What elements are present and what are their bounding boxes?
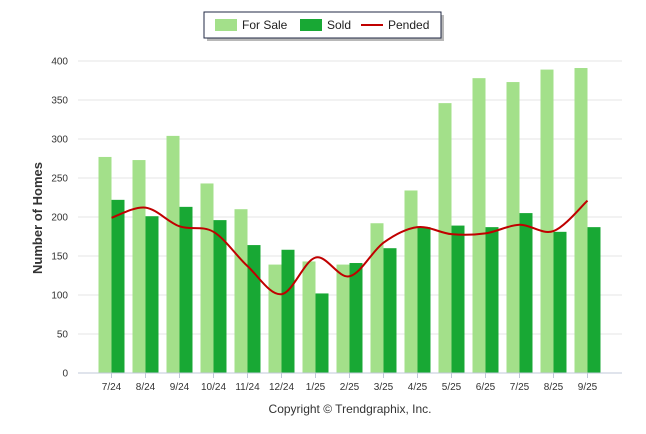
bar-sold [587, 227, 601, 373]
bar-sold [315, 293, 329, 373]
bar-sold [485, 227, 499, 373]
bar-sold [281, 249, 295, 373]
x-tick-label: 8/24 [136, 382, 156, 393]
y-tick-label: 300 [51, 135, 68, 146]
bar-for-sale [540, 69, 554, 373]
legend: For Sale Sold Pended [203, 11, 444, 41]
y-tick-label: 200 [51, 213, 68, 224]
x-tick-label: 10/24 [201, 382, 226, 393]
bar-sold [451, 225, 465, 373]
legend-frame [203, 11, 442, 39]
y-tick-label: 250 [51, 174, 68, 185]
x-tick-label: 7/25 [510, 382, 530, 393]
bar-for-sale [438, 103, 452, 374]
bar-layer [98, 68, 601, 374]
bar-for-sale [506, 82, 520, 373]
x-tick-label: 9/24 [170, 382, 190, 393]
bar-for-sale [132, 160, 146, 373]
x-tick-label: 12/24 [269, 382, 294, 393]
y-tick-label: 0 [62, 369, 68, 380]
bar-sold [247, 245, 261, 373]
bar-sold [145, 216, 159, 373]
bar-sold [519, 213, 533, 373]
bar-sold [383, 248, 397, 373]
x-tick-label: 4/25 [408, 382, 428, 393]
x-tick-label: 3/25 [374, 382, 394, 393]
legend-label-for-sale: For Sale [242, 18, 288, 32]
line-layer [111, 199, 589, 296]
bar-for-sale [234, 209, 248, 373]
y-tick-label: 150 [51, 252, 68, 263]
bar-sold [111, 199, 125, 373]
y-tick-label: 50 [57, 330, 69, 341]
x-tick-label: 1/25 [306, 382, 326, 393]
x-tick-label: 5/25 [442, 382, 462, 393]
bar-for-sale [166, 135, 180, 373]
bar-for-sale [336, 264, 350, 373]
x-tick-label: 11/24 [235, 382, 260, 393]
legend-label-pended: Pended [388, 18, 429, 32]
bar-sold [179, 206, 193, 373]
x-tick-label: 2/25 [340, 382, 360, 393]
legend-swatch-for-sale [215, 19, 237, 31]
x-tick-label: 6/25 [476, 382, 496, 393]
legend-swatch-sold [300, 19, 322, 31]
bar-for-sale [574, 68, 588, 374]
x-tick-label: 9/25 [578, 382, 598, 393]
y-tick-label: 350 [51, 96, 68, 107]
legend-label-sold: Sold [327, 18, 351, 32]
bar-for-sale [98, 156, 112, 373]
bar-for-sale [268, 264, 282, 373]
bar-for-sale [370, 223, 384, 373]
bar-for-sale [404, 190, 418, 373]
bar-sold [417, 227, 431, 373]
y-tick-label: 400 [51, 57, 68, 68]
bar-for-sale [200, 183, 214, 373]
axis-layer: 0 50 100 150 200 250 300 350 400 7/24 8/24 9/24 10/2… [51, 57, 622, 393]
x-tick-label: 7/24 [102, 382, 122, 393]
bar-sold [213, 220, 227, 373]
bar-for-sale [302, 261, 316, 373]
copyright-footer: Copyright © Trendgraphix, Inc. [269, 402, 432, 416]
x-tick-label: 8/25 [544, 382, 564, 393]
bar-for-sale [472, 78, 486, 373]
y-axis-title: Number of Homes [30, 162, 45, 274]
y-tick-label: 100 [51, 291, 68, 302]
bar-sold [553, 231, 567, 373]
bar-sold [349, 263, 363, 373]
